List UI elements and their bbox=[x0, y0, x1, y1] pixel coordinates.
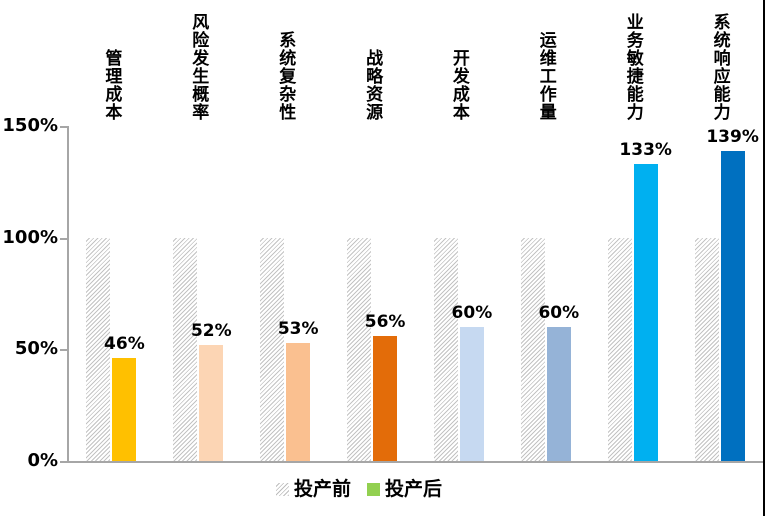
category-label: 管理成本 bbox=[101, 49, 122, 121]
bar-after-production bbox=[373, 335, 398, 461]
legend-label: 投产前 bbox=[293, 478, 351, 500]
bar-before-production bbox=[173, 237, 198, 461]
chart-legend: 投产前 投产后 bbox=[0, 474, 742, 504]
bar-after-production bbox=[286, 342, 311, 461]
bar-after-production bbox=[546, 327, 571, 461]
bar-before-production bbox=[260, 237, 285, 461]
bar-before-production bbox=[607, 237, 632, 461]
bar-value-label: 139% bbox=[706, 126, 759, 147]
bar-value-label: 56% bbox=[364, 311, 406, 332]
bar-before-production bbox=[433, 237, 458, 461]
bar-after-production bbox=[459, 327, 484, 461]
bar-after-production bbox=[199, 344, 224, 461]
y-axis-tick bbox=[60, 461, 67, 463]
category-label: 战略资源 bbox=[362, 49, 383, 121]
bar-value-label: 52% bbox=[190, 320, 232, 341]
bar-value-label: 46% bbox=[104, 334, 145, 355]
bar-value-label: 60% bbox=[451, 303, 493, 323]
y-axis-tick-label: 100% bbox=[2, 226, 58, 248]
bar-before-production bbox=[520, 237, 545, 461]
category-label: 系统响应能力 bbox=[709, 13, 730, 121]
bar-value-label: 60% bbox=[538, 303, 580, 323]
right-border-line bbox=[763, 0, 765, 516]
bar-value-label: 133% bbox=[619, 140, 672, 160]
bar-after-production bbox=[633, 164, 658, 461]
category-label: 风险发生概率 bbox=[188, 13, 209, 121]
y-axis-tick bbox=[60, 349, 67, 352]
category-label: 开发成本 bbox=[448, 49, 469, 121]
bar-before-production bbox=[694, 237, 719, 461]
legend-swatch-icon bbox=[367, 482, 380, 496]
category-label: 系统复杂性 bbox=[275, 31, 296, 121]
x-axis-line bbox=[67, 461, 763, 463]
bar-before-production bbox=[347, 237, 372, 461]
bar-after-production bbox=[720, 150, 745, 461]
y-axis-tick-label: 50% bbox=[14, 338, 58, 360]
bar-after-production bbox=[112, 358, 137, 461]
y-axis-line bbox=[67, 126, 69, 462]
category-label: 运维工作量 bbox=[535, 31, 556, 121]
legend-item: 投产后 bbox=[367, 478, 442, 500]
y-axis-tick bbox=[60, 237, 67, 240]
bar-before-production bbox=[86, 237, 111, 461]
category-label: 业务敏捷能力 bbox=[622, 13, 643, 121]
y-axis-tick-label: 150% bbox=[2, 115, 58, 136]
y-axis-tick-label: 0% bbox=[27, 450, 58, 471]
legend-swatch-icon bbox=[275, 482, 289, 496]
bar-value-label: 53% bbox=[277, 318, 319, 339]
legend-label: 投产后 bbox=[385, 478, 443, 500]
y-axis-tick bbox=[60, 126, 67, 128]
legend-item: 投产前 bbox=[275, 478, 351, 500]
